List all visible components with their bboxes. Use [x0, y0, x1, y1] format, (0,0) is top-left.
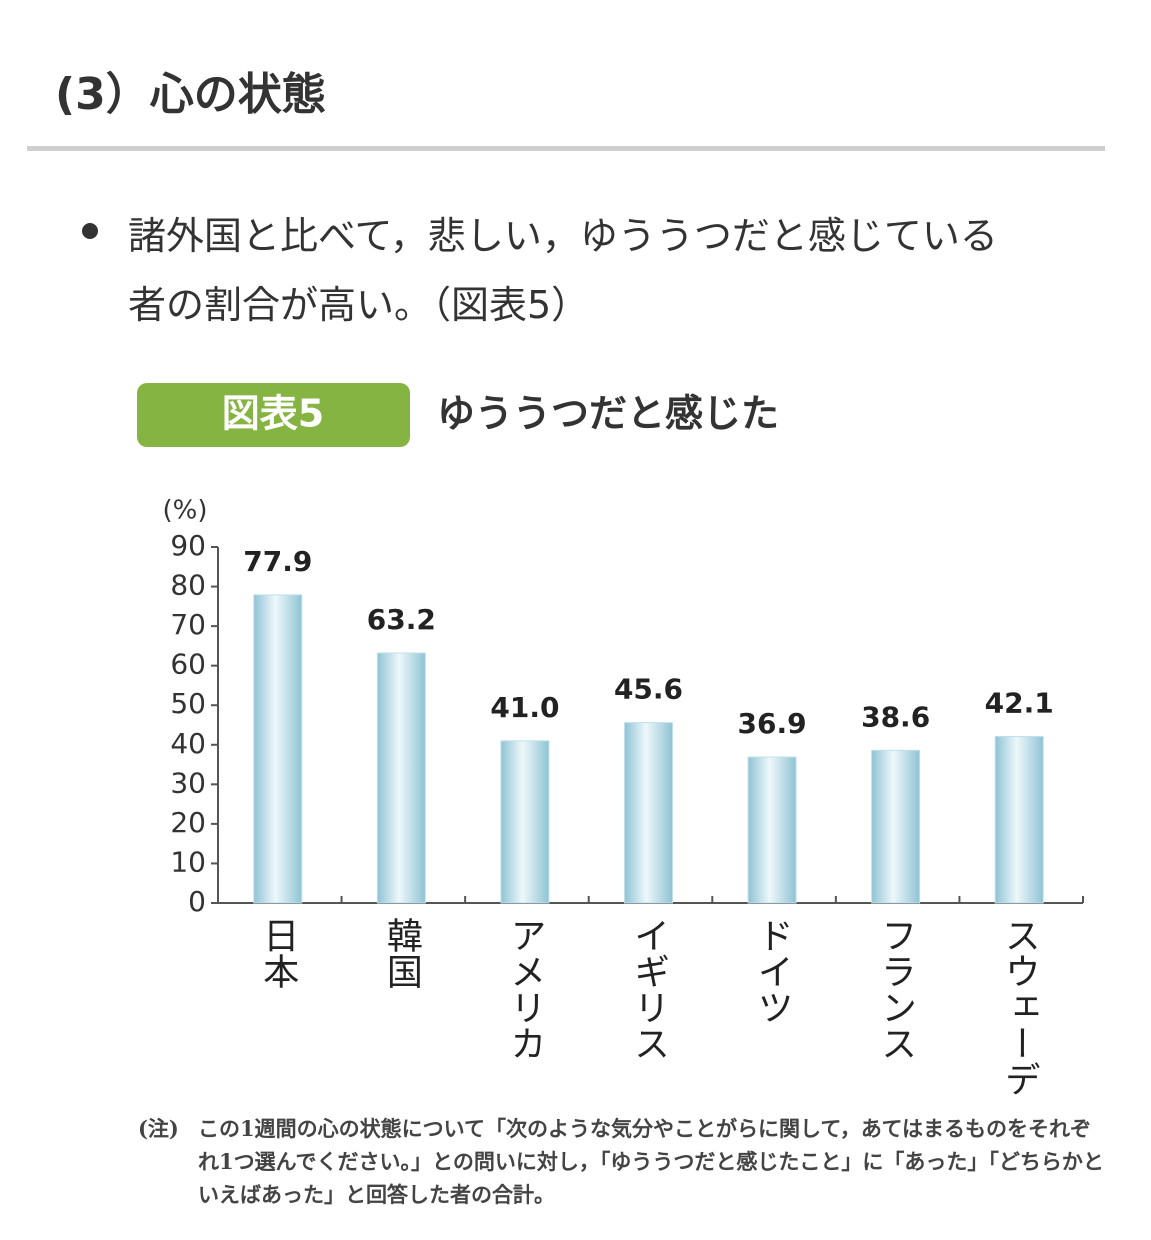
y-tick-label: 30 [170, 766, 206, 799]
x-tick-label: 韓国 [381, 917, 422, 989]
y-tick-label: 70 [170, 608, 206, 641]
y-tick-label: 50 [170, 687, 206, 720]
value-label: 63.2 [367, 603, 436, 636]
x-tick-label: アメリカ [504, 917, 545, 1061]
x-tick-label: 日本 [257, 917, 298, 989]
bullet-text: 諸外国と比べて，悲しい，ゆううつだと感じている [128, 214, 998, 258]
divider [27, 146, 1105, 151]
bar [624, 722, 673, 904]
note: (注) この1週間の心の状態について「次のような気分やことがらに関して，あてはま… [138, 1112, 1108, 1211]
bar [747, 756, 797, 904]
y-tick-label: 80 [170, 569, 206, 602]
x-tick-label: イギリス [628, 917, 669, 1061]
value-label: 45.6 [614, 673, 683, 706]
value-label: 38.6 [861, 700, 930, 733]
value-label: 41.0 [490, 691, 559, 724]
bar [871, 749, 921, 904]
bar [376, 652, 426, 904]
bullet-text: 者の割合が高い。（図表5） [128, 283, 590, 327]
y-tick-label: 90 [170, 529, 206, 562]
y-tick-label: 10 [170, 845, 206, 878]
bullet-dot [82, 223, 98, 239]
bar [253, 594, 303, 904]
chart: 図表5 ゆううつだと感じた (%) 0 10 20 30 40 50 60 70 80 90 日本 7… [137, 383, 1084, 1100]
figure-badge-label: 図表5 [222, 392, 324, 436]
y-tick-label: 60 [170, 648, 206, 681]
note-text: この1週間の心の状態について「次のような気分やことがらに関して，あてはまるものを… [198, 1116, 1104, 1207]
y-tick-label: 20 [170, 806, 206, 839]
x-tick-label: ドイツ [752, 917, 793, 1025]
value-label: 77.9 [243, 545, 312, 578]
bar [500, 740, 550, 904]
note-label: (注) [138, 1116, 179, 1141]
y-tick-label: 0 [188, 885, 206, 918]
x-tick-label: スウェーデン [999, 917, 1040, 1100]
x-tick-label: フランス [875, 917, 916, 1061]
y-axis-label: (%) [163, 496, 208, 526]
figure-badge [137, 383, 410, 447]
value-label: 36.9 [738, 707, 807, 740]
bar [994, 735, 1044, 904]
value-label: 42.1 [985, 686, 1054, 719]
heading: (3）心の状態 [55, 69, 326, 120]
y-tick-label: 40 [170, 727, 206, 760]
chart-title: ゆううつだと感じた [437, 392, 779, 436]
